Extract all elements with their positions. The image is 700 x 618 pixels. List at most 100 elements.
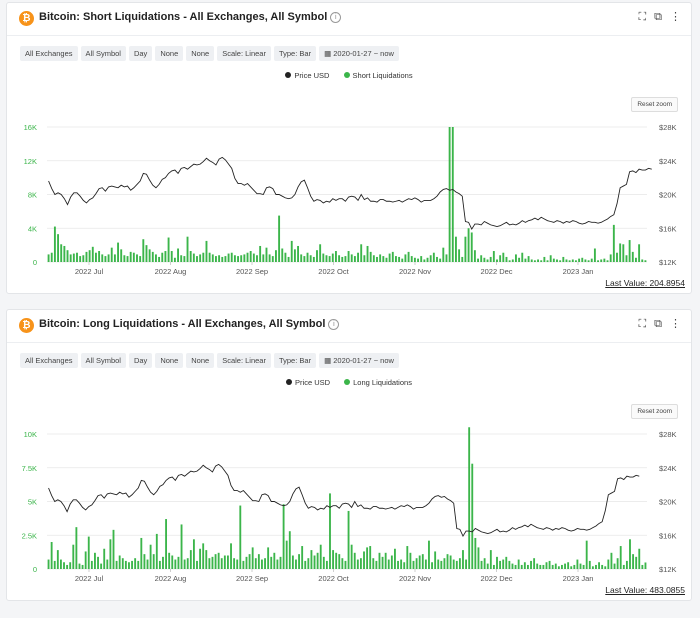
liquidation-bar	[208, 558, 211, 569]
chip-none-1[interactable]: None	[155, 353, 184, 368]
liquidation-bar	[407, 251, 410, 263]
liquidation-bar	[214, 554, 217, 569]
liquidation-bar	[461, 256, 464, 262]
liquidation-bar	[72, 544, 75, 569]
chip-none-2[interactable]: None	[186, 46, 215, 61]
chip-exchanges[interactable]: All Exchanges	[20, 46, 78, 61]
liquidation-bar	[248, 554, 251, 569]
liquidation-bar	[524, 258, 527, 263]
y-left-tick-label: 16K	[24, 123, 37, 132]
liquidation-bar	[428, 540, 430, 569]
liquidation-bar	[47, 559, 50, 569]
chip-symbol[interactable]: All Symbol	[80, 353, 126, 368]
legend-liquidations[interactable]: Long Liquidations	[344, 378, 412, 387]
chart-legend: Price USD Long Liquidations	[7, 378, 691, 387]
liquidation-bar	[518, 257, 521, 262]
reset-zoom-button[interactable]: Reset zoom	[631, 404, 678, 419]
liquidation-bar	[53, 226, 56, 262]
liquidation-bar	[170, 251, 173, 262]
liquidation-bar	[502, 559, 505, 569]
liquidation-bar	[106, 559, 109, 569]
legend-price[interactable]: Price USD	[286, 378, 330, 387]
liquidation-bar	[474, 537, 477, 569]
liquidation-bar	[109, 539, 112, 569]
liquidation-bar	[82, 255, 85, 262]
liquidation-bar	[136, 254, 138, 262]
liquidation-bar	[306, 252, 309, 262]
liquidation-bar	[468, 427, 471, 569]
liquidation-bar	[644, 260, 647, 262]
chip-scale[interactable]: Scale: Linear	[217, 353, 271, 368]
y-left-tick-label: 2.5K	[22, 531, 37, 540]
liquidation-bar	[418, 555, 421, 569]
open-external-icon[interactable]: ⧉	[654, 318, 662, 330]
liquidation-bar	[180, 524, 183, 569]
liquidation-bar	[158, 560, 161, 569]
liquidation-bar	[480, 255, 483, 262]
liquidation-bar	[117, 242, 119, 262]
liquidation-bar	[353, 256, 356, 262]
chip-date-range[interactable]: ▦ 2020-01-27 ~ now	[319, 46, 399, 61]
liquidation-bar	[527, 564, 529, 569]
liquidation-bar	[514, 564, 517, 569]
liquidation-bar	[148, 249, 151, 262]
liquidation-bar	[404, 254, 407, 262]
liquidation-bar	[215, 256, 217, 262]
liquidation-bar	[291, 555, 294, 569]
legend-liquidations[interactable]: Short Liquidations	[343, 71, 413, 80]
calendar-icon: ▦	[324, 356, 334, 365]
legend-price[interactable]: Price USD	[285, 71, 329, 80]
chip-none-2[interactable]: None	[186, 353, 215, 368]
liquidation-bar	[288, 531, 291, 569]
liquidation-bar	[335, 251, 337, 262]
liquidation-bar	[316, 552, 319, 569]
chip-symbol[interactable]: All Symbol	[80, 46, 126, 61]
liquidation-bar	[233, 255, 236, 262]
liquidation-bar	[110, 247, 113, 262]
liquidation-bar	[359, 558, 362, 569]
liquidation-bar	[638, 244, 641, 262]
liquidation-bar	[603, 258, 606, 263]
bitcoin-logo-icon: ₿	[19, 318, 34, 333]
liquidation-bar	[604, 566, 607, 569]
liquidation-bar	[319, 544, 322, 569]
chip-scale[interactable]: Scale: Linear	[217, 46, 271, 61]
info-icon[interactable]: i	[328, 319, 340, 330]
chip-type[interactable]: Type: Bar	[273, 353, 317, 368]
fullscreen-icon[interactable]: ⛶	[638, 11, 647, 23]
liquidation-bar	[279, 556, 282, 569]
liquidation-bar	[312, 256, 315, 262]
liquidation-bar	[304, 560, 307, 569]
y-right-tick-label: $20K	[659, 191, 677, 200]
liquidation-bar	[284, 252, 287, 262]
chip-exchanges[interactable]: All Exchanges	[20, 353, 78, 368]
x-tick-label: 2022 Aug	[155, 574, 187, 583]
chip-interval[interactable]: Day	[128, 353, 153, 368]
reset-zoom-button[interactable]: Reset zoom	[631, 97, 678, 112]
chip-type[interactable]: Type: Bar	[273, 46, 317, 61]
liquidation-bar	[570, 566, 573, 569]
x-tick-label: 2022 Dec	[480, 267, 512, 276]
liquidation-bar	[437, 559, 440, 569]
liquidation-bar	[261, 559, 263, 569]
liquidation-bar	[145, 245, 148, 263]
liquidation-bar	[295, 559, 297, 569]
open-external-icon[interactable]: ⧉	[654, 11, 662, 23]
chip-none-1[interactable]: None	[155, 46, 184, 61]
liquidation-bar	[492, 564, 495, 569]
more-menu-icon[interactable]: ⋮	[670, 318, 681, 330]
liquidation-bar	[598, 562, 600, 569]
more-menu-icon[interactable]: ⋮	[670, 11, 681, 23]
y-left-tick-label: 5K	[28, 498, 37, 507]
x-tick-label: 2022 Aug	[155, 267, 187, 276]
liquidation-bar	[455, 236, 457, 262]
info-icon[interactable]: i	[330, 12, 342, 23]
chip-interval[interactable]: Day	[128, 46, 153, 61]
chip-date-range[interactable]: ▦ 2020-01-27 ~ now	[319, 353, 399, 368]
y-left-tick-label: 7.5K	[22, 464, 37, 473]
liquidation-bar	[331, 253, 334, 262]
fullscreen-icon[interactable]: ⛶	[638, 318, 647, 330]
liquidation-bar	[379, 254, 382, 262]
liquidation-bar	[325, 255, 328, 262]
liquidation-bar	[112, 529, 115, 569]
